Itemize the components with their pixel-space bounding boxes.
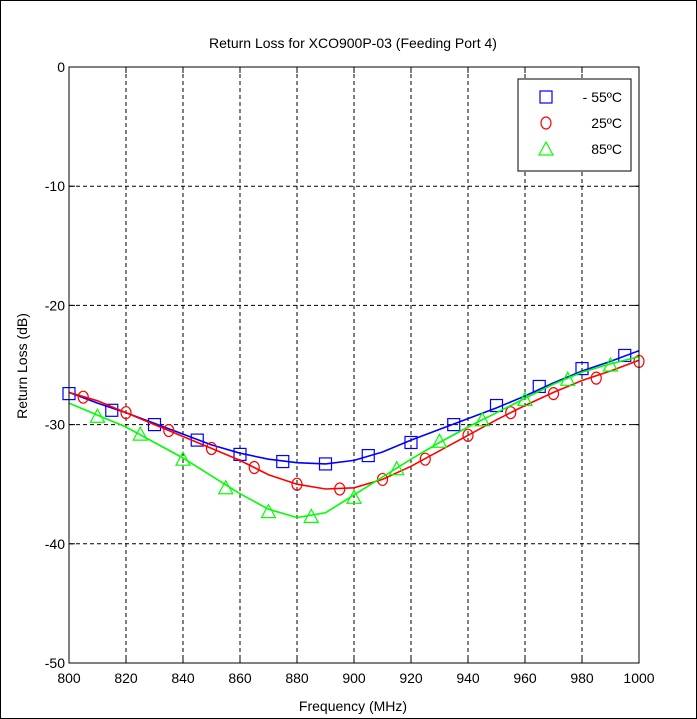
data-point-0	[276, 454, 290, 469]
legend-label-2: 85ºC	[591, 141, 622, 157]
data-point-2	[303, 508, 320, 523]
data-point-1	[419, 452, 431, 466]
y-axis-label: Return Loss (dB)	[14, 313, 30, 419]
data-point-2	[89, 407, 106, 423]
data-point-1	[505, 406, 517, 420]
x-tick-label: 940	[456, 670, 480, 686]
series-line-2	[68, 355, 640, 519]
data-point-2	[345, 489, 363, 504]
x-tick-label: 820	[114, 670, 138, 686]
data-point-2	[431, 433, 448, 448]
legend-marker-1	[540, 116, 552, 130]
data-point-1	[291, 477, 303, 491]
data-point-0	[575, 361, 589, 376]
data-point-0	[489, 398, 504, 413]
y-tick-label: -10	[45, 178, 65, 194]
legend-label-0: - 55ºC	[583, 89, 622, 105]
x-tick-label: 960	[513, 670, 537, 686]
data-point-2	[217, 479, 234, 495]
y-tick-label: -20	[45, 297, 65, 313]
legend-marker-0	[539, 90, 553, 104]
data-point-2	[388, 460, 405, 476]
data-point-1	[77, 390, 89, 404]
chart-title: Return Loss for XCO900P-03 (Feeding Port…	[209, 35, 497, 51]
data-point-2	[132, 425, 149, 441]
data-point-0	[404, 435, 418, 450]
data-point-0	[447, 418, 461, 432]
legend-marker-2	[537, 140, 555, 156]
data-point-1	[334, 482, 346, 496]
x-tick-label: 980	[570, 670, 594, 686]
x-axis-label: Frequency (MHz)	[299, 698, 407, 714]
data-point-2	[174, 450, 192, 466]
data-point-0	[618, 348, 632, 363]
x-tick-label: 860	[228, 670, 252, 686]
series-0	[62, 348, 640, 471]
x-tick-label: 1000	[623, 670, 654, 686]
data-point-1	[547, 387, 560, 401]
data-point-0	[361, 448, 375, 463]
data-point-0	[147, 418, 162, 432]
data-point-1	[120, 406, 132, 420]
data-point-1	[248, 460, 260, 475]
data-point-2	[559, 371, 576, 386]
plot-area-border	[68, 66, 640, 664]
data-point-1	[462, 428, 474, 442]
x-tick-label: 800	[57, 670, 81, 686]
data-point-2	[260, 503, 277, 519]
x-tick-label: 840	[171, 670, 195, 686]
legend-box	[517, 78, 632, 172]
data-point-1	[590, 371, 602, 385]
legend-label-1: 25ºC	[591, 115, 622, 131]
data-point-1	[163, 423, 175, 438]
series-2	[68, 355, 640, 523]
data-point-2	[474, 411, 491, 427]
y-tick-label: -40	[45, 536, 65, 552]
data-point-0	[318, 457, 333, 471]
data-point-0	[532, 379, 546, 394]
x-tick-label: 900	[342, 670, 366, 686]
data-point-0	[105, 403, 119, 417]
y-tick-label: 0	[57, 59, 65, 75]
data-point-1	[205, 441, 218, 456]
series-1	[68, 354, 645, 496]
data-point-2	[516, 391, 534, 407]
series-line-0	[68, 349, 640, 465]
x-tick-label: 920	[399, 670, 423, 686]
y-tick-label: -30	[45, 417, 65, 433]
x-tick-label: 880	[285, 670, 309, 686]
y-tick-label: -50	[45, 655, 65, 671]
data-point-2	[602, 356, 619, 372]
